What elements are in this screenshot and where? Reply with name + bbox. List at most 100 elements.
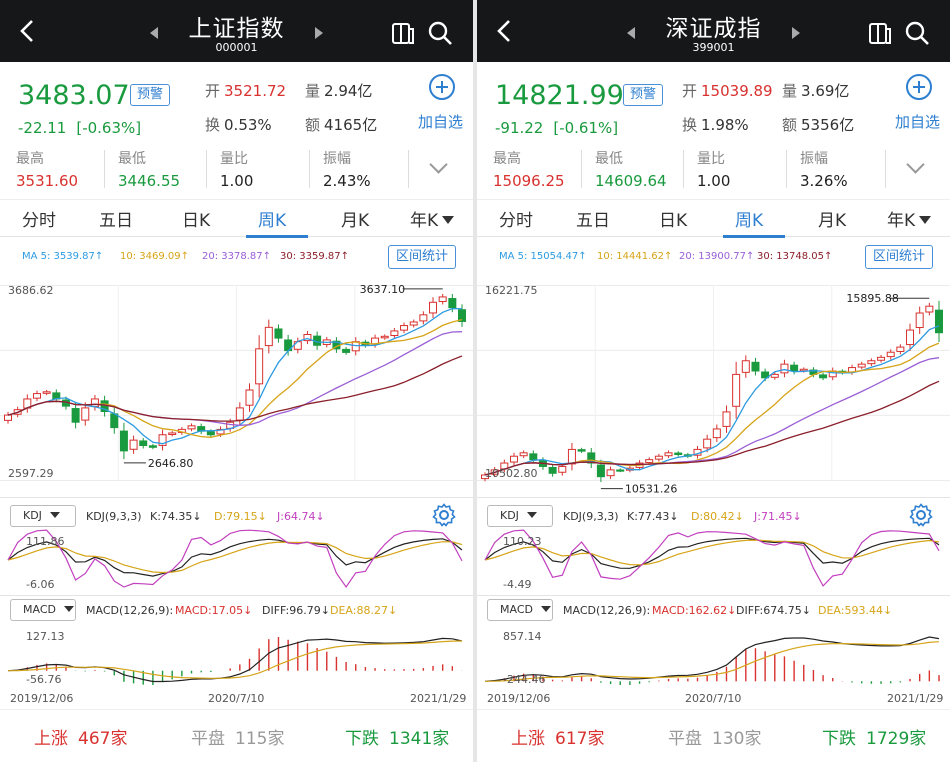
candle (790, 364, 799, 372)
expand-chevron-icon[interactable] (429, 155, 448, 174)
settings-gear-icon[interactable] (909, 503, 933, 527)
amount-value: 4165亿 (324, 116, 378, 134)
candle (293, 341, 302, 350)
add-watchlist-icon[interactable] (429, 74, 455, 100)
macd-selector[interactable]: MACD (10, 599, 76, 621)
macd-selector[interactable]: MACD (487, 599, 553, 621)
switch-view-icon[interactable] (390, 20, 416, 46)
candle (235, 407, 244, 421)
next-arrow-icon[interactable] (792, 27, 800, 39)
amount-field: 额 4165亿 (305, 114, 377, 135)
axis-bottom-label: 10502.80 (485, 467, 538, 480)
turnover-label: 换 (205, 116, 221, 134)
candle (245, 389, 254, 406)
stock-panel: 上证指数 000001 3483.07 预警 -22.11 [-0.63%] 开 3521.7… (0, 0, 473, 762)
candle (206, 431, 215, 436)
axis-top-label: 16221.75 (485, 284, 538, 297)
kline-chart[interactable]: 3686.62 2597.29 3637.10 2646.80 111.86 -6.06 1… (0, 275, 473, 695)
kdj-kdj_d: D:80.42↓ (691, 510, 744, 523)
max-marker-label: 15895.88 (846, 292, 899, 305)
candle (519, 452, 528, 457)
candle (732, 373, 741, 407)
stat-value: 3446.55 (118, 172, 181, 190)
tab-周K[interactable]: 周K (258, 206, 286, 231)
tab-年K[interactable]: 年K (410, 206, 455, 231)
candle (577, 449, 586, 452)
tab-日K[interactable]: 日K (182, 206, 210, 231)
kdj-selector-label: KDJ (23, 509, 42, 522)
macd-line (484, 641, 940, 682)
volume-label: 量 (305, 82, 321, 100)
alert-button[interactable]: 预警 (623, 84, 664, 106)
tab-label: 月K (818, 211, 847, 231)
dropdown-triangle-icon (540, 606, 551, 612)
tab-日K[interactable]: 日K (659, 206, 687, 231)
tab-五日[interactable]: 五日 (99, 206, 133, 231)
tab-年K[interactable]: 年K (887, 206, 932, 231)
kdj-line (484, 537, 940, 569)
kdj-line (484, 539, 940, 566)
stat-divider (309, 150, 310, 188)
candle (216, 428, 225, 435)
candle (129, 439, 138, 450)
macd-macd_v: MACD:17.05↓ (175, 604, 253, 617)
tab-分时[interactable]: 分时 (22, 206, 56, 231)
macd-macd_param: MACD(12,26,9): (563, 604, 651, 617)
ma-line (7, 355, 463, 422)
prev-arrow-icon[interactable] (150, 27, 158, 39)
stat-value: 14609.64 (595, 172, 667, 190)
kdj-kdj_param: KDJ(9,3,3) (86, 510, 142, 523)
tab-周K[interactable]: 周K (735, 206, 763, 231)
tab-分时[interactable]: 分时 (499, 206, 533, 231)
back-icon[interactable] (491, 16, 521, 46)
add-watchlist-label[interactable]: 加自选 (895, 113, 941, 131)
search-icon[interactable] (904, 20, 930, 46)
candle (458, 309, 466, 322)
kdj-selector[interactable]: KDJ (487, 505, 553, 527)
add-watchlist-icon[interactable] (906, 74, 932, 100)
candle (187, 425, 196, 430)
stat-label: 量比 (220, 151, 248, 167)
stat-value: 1.00 (697, 172, 731, 190)
down-label: 下跌 (345, 729, 379, 749)
volume-field: 量 3.69亿 (782, 80, 849, 101)
kdj-selector[interactable]: KDJ (10, 505, 76, 527)
add-watchlist-label[interactable]: 加自选 (418, 113, 464, 131)
tab-月K[interactable]: 月K (341, 206, 369, 231)
stat-value: 1.00 (220, 172, 254, 190)
search-icon[interactable] (427, 20, 453, 46)
tab-五日[interactable]: 五日 (576, 206, 610, 231)
candle (274, 328, 283, 339)
back-icon[interactable] (14, 16, 44, 46)
kdj-selector-label: KDJ (500, 509, 519, 522)
range-stats-button[interactable]: 区间统计 (865, 245, 934, 269)
open-value: 3521.72 (224, 82, 287, 100)
settings-gear-icon[interactable] (432, 503, 456, 527)
stat-divider (683, 150, 684, 188)
switch-view-icon[interactable] (867, 20, 893, 46)
candle (158, 434, 167, 446)
prev-arrow-icon[interactable] (627, 27, 635, 39)
kline-chart[interactable]: 16221.75 10502.80 15895.88 10531.26 110.23 -4… (477, 275, 950, 695)
macd-macd_dea: DEA:88.27↓ (330, 604, 398, 617)
stat-divider (104, 150, 105, 188)
active-tab-indicator (723, 235, 785, 238)
candle (529, 453, 538, 461)
tab-label: 周K (735, 211, 764, 231)
tab-label: 五日 (99, 211, 133, 231)
stat-divider (885, 150, 886, 188)
next-arrow-icon[interactable] (315, 27, 323, 39)
ma-legend: MA 5: 3539.87↑ (22, 251, 104, 262)
stock-panel: 深证成指 399001 14821.99 预警 -91.22 [-0.61%] 开 15039… (477, 0, 950, 762)
stat-label: 最高 (16, 151, 44, 167)
tab-label: 日K (182, 211, 211, 231)
candle (148, 445, 157, 448)
range-stats-button[interactable]: 区间统计 (388, 245, 457, 269)
alert-button[interactable]: 预警 (130, 84, 171, 106)
candle (139, 440, 148, 447)
kdj-bottom-label: -6.06 (26, 578, 54, 591)
tab-月K[interactable]: 月K (818, 206, 846, 231)
expand-chevron-icon[interactable] (906, 155, 925, 174)
stat-label: 振幅 (800, 151, 828, 167)
candle (770, 373, 779, 378)
